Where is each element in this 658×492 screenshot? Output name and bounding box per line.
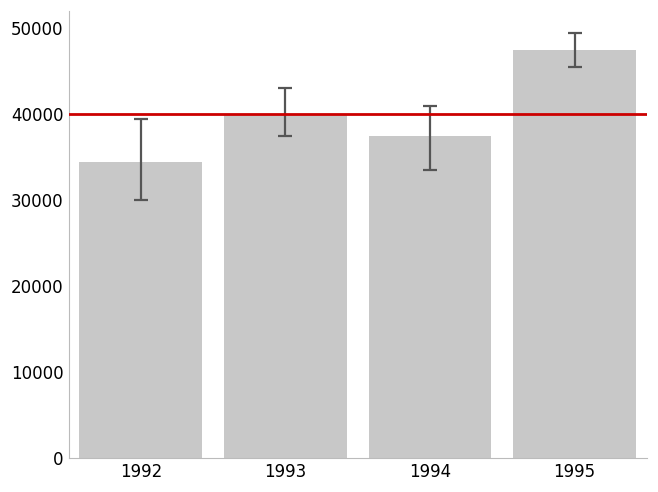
Bar — [224, 114, 347, 458]
Bar — [368, 136, 492, 458]
Bar — [80, 161, 202, 458]
Bar — [513, 50, 636, 458]
